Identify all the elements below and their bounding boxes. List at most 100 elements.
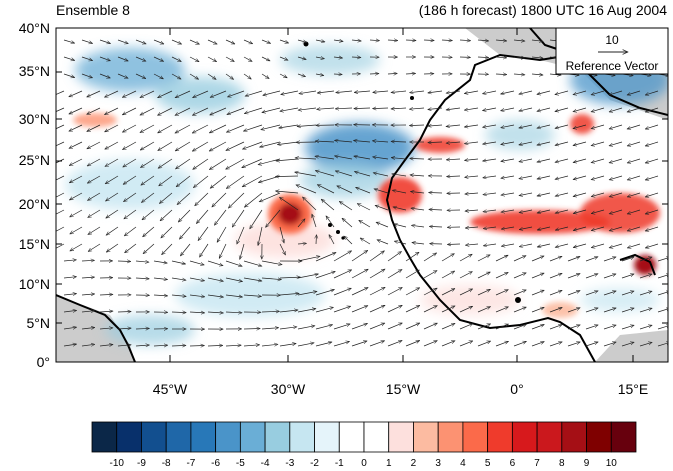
- wind-vector-arrow: [87, 107, 101, 115]
- wind-vector-arrow: [117, 73, 128, 79]
- wind-vector-arrow: [428, 108, 443, 110]
- wind-vector-arrow: [63, 39, 75, 43]
- longitude-axis: 45°W 30°W 15°W 0° 15°E: [153, 381, 648, 397]
- wind-vector-arrow: [207, 39, 217, 45]
- wind-vector-arrow: [261, 328, 279, 329]
- wind-vector-arrow: [88, 209, 101, 218]
- wind-vector-arrow: [228, 90, 245, 97]
- wind-vector-arrow: [464, 125, 479, 127]
- wind-vector-arrow: [189, 277, 205, 281]
- wind-vector-arrow: [483, 124, 497, 127]
- wind-vector-arrow: [70, 209, 83, 217]
- wind-vector-arrow: [243, 345, 260, 346]
- wind-vector-arrow: [240, 243, 245, 259]
- wind-vector-arrow: [392, 174, 407, 177]
- wind-vector-arrow: [585, 342, 598, 347]
- wind-vector-arrow: [351, 341, 367, 347]
- wind-vector-arrow: [299, 90, 317, 94]
- wind-vector-arrow: [117, 56, 128, 61]
- wind-vector-arrow: [337, 185, 353, 194]
- wind-vector-arrow: [153, 261, 167, 263]
- wind-vector-arrow: [537, 141, 551, 145]
- wind-vector-arrow: [483, 244, 497, 246]
- wind-vector-arrow: [69, 90, 83, 98]
- wind-vector-arrow: [153, 295, 168, 296]
- wind-vector-arrow: [477, 341, 491, 347]
- wind-vector-arrow: [513, 272, 526, 279]
- wind-vector-arrow: [537, 158, 551, 162]
- wind-vector-arrow: [441, 270, 455, 279]
- wind-vector-arrow: [276, 158, 299, 161]
- wind-vector-arrow: [244, 107, 263, 114]
- wind-vector-arrow: [226, 124, 245, 132]
- wind-vector-arrow: [258, 226, 263, 246]
- wind-vector-arrow: [56, 192, 65, 198]
- wind-vector-arrow: [315, 156, 335, 160]
- wind-vector-arrow: [627, 192, 641, 197]
- colorbar-label: 0: [361, 458, 367, 469]
- wind-vector-arrow: [423, 40, 434, 41]
- wind-vector-arrow: [519, 90, 533, 94]
- wind-vector-arrow: [609, 107, 623, 112]
- colorbar-label: 8: [559, 458, 565, 469]
- wind-vector-arrow: [645, 90, 659, 95]
- wind-vector-arrow: [124, 226, 137, 236]
- wind-vector-arrow: [394, 241, 407, 245]
- wind-vector-arrow: [279, 344, 296, 347]
- wind-vector-arrow: [351, 57, 361, 58]
- wind-vector-arrow: [63, 277, 77, 278]
- wind-vector-arrow: [99, 56, 110, 61]
- wind-vector-arrow: [519, 175, 533, 179]
- wind-vector-arrow: [162, 243, 173, 255]
- wind-vector-arrow: [279, 277, 300, 278]
- wind-vector-arrow: [501, 124, 515, 128]
- wind-vector-arrow: [627, 90, 641, 95]
- wind-vector-arrow: [189, 73, 199, 79]
- wind-vector-arrow: [106, 209, 119, 218]
- wind-vector-arrow: [297, 256, 320, 262]
- wind-vector-arrow: [212, 192, 227, 207]
- wind-vector-arrow: [351, 323, 368, 330]
- colorbar-label: 7: [534, 458, 540, 469]
- wind-vector-arrow: [477, 306, 491, 313]
- wind-vector-arrow: [537, 226, 551, 230]
- wind-vector-arrow: [171, 56, 181, 62]
- wind-vector-arrow: [63, 56, 75, 60]
- wind-vector-arrow: [225, 39, 235, 45]
- wind-vector-arrow: [429, 193, 443, 194]
- wind-vector-arrow: [297, 40, 307, 42]
- wind-vector-arrow: [591, 226, 605, 231]
- wind-vector-arrow: [603, 308, 616, 313]
- wind-vector-arrow: [209, 158, 227, 170]
- lat-tick-label: 25°N: [19, 152, 50, 168]
- wind-vector-arrow: [531, 40, 543, 41]
- wind-vector-arrow: [369, 323, 385, 330]
- wind-vector-arrow: [501, 90, 515, 94]
- wind-vector-arrow: [135, 345, 149, 346]
- wind-vector-arrow: [195, 192, 209, 206]
- wind-vector-arrow: [200, 243, 209, 257]
- wind-vector-arrow: [117, 345, 131, 346]
- wind-vector-arrow: [333, 324, 350, 330]
- wind-vector-arrow: [315, 271, 335, 279]
- wind-vector-arrow: [387, 304, 402, 313]
- wind-vector-arrow: [501, 209, 515, 212]
- wind-vector-arrow: [178, 209, 191, 222]
- wind-vector-arrow: [351, 40, 361, 41]
- wind-vector-arrow: [63, 260, 76, 261]
- wind-vector-arrow: [217, 226, 227, 242]
- wind-vector-arrow: [105, 107, 119, 115]
- wind-vector-arrow: [391, 108, 407, 109]
- wind-vector-arrow: [555, 175, 569, 179]
- wind-vector-arrow: [573, 158, 587, 163]
- wind-vector-arrow: [645, 192, 659, 197]
- wind-vector-arrow: [333, 74, 342, 75]
- wind-vector-arrow: [639, 325, 652, 330]
- wind-vector-arrow: [428, 91, 443, 93]
- wind-vector-arrow: [245, 90, 263, 96]
- wind-vector-arrow: [261, 73, 269, 79]
- wind-vector-arrow: [531, 307, 544, 313]
- wind-vector-arrow: [315, 57, 324, 59]
- wind-vector-arrow: [335, 108, 353, 109]
- wind-vector-arrow: [483, 90, 497, 94]
